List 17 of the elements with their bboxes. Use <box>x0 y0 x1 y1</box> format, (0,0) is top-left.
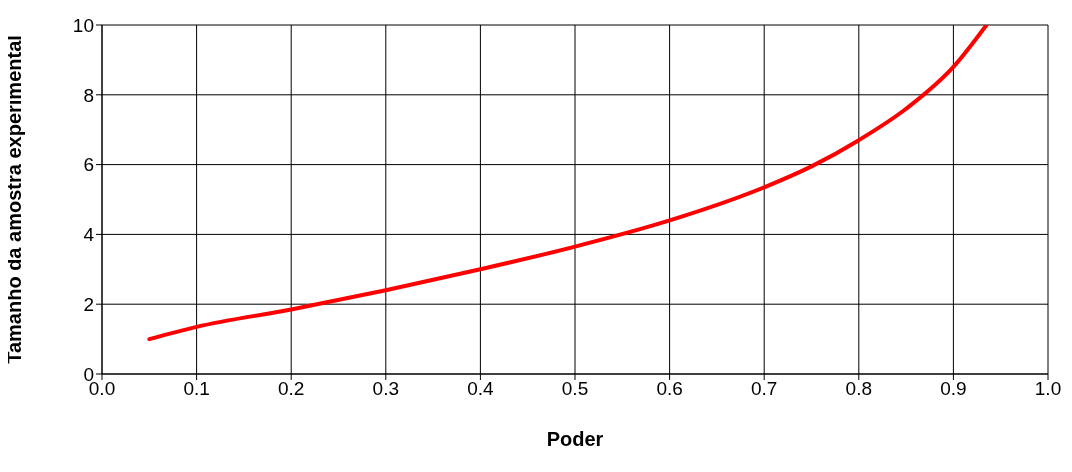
x-tick-label: 0.9 <box>940 378 967 400</box>
x-axis-title: Poder <box>546 428 604 450</box>
x-tick-label: 0.8 <box>845 378 873 400</box>
line-series <box>147 25 989 342</box>
x-tick-label: 0.3 <box>372 378 400 400</box>
y-tick-label: 6 <box>83 154 94 176</box>
x-tick-label: 0.7 <box>750 378 778 400</box>
x-tick-label: 0.4 <box>467 378 495 400</box>
y-tick-label: 8 <box>83 84 94 106</box>
x-tick-label: 0.6 <box>656 378 683 400</box>
y-tick-label: 4 <box>83 224 95 246</box>
x-tick-label: 0.5 <box>561 378 589 400</box>
x-tick-label: 0.2 <box>277 378 305 400</box>
y-tick-label: 10 <box>72 14 94 36</box>
y-tick-label: 2 <box>83 293 94 315</box>
x-tick-label: 0.1 <box>183 378 210 400</box>
x-tick-label: 1.0 <box>1034 378 1062 400</box>
